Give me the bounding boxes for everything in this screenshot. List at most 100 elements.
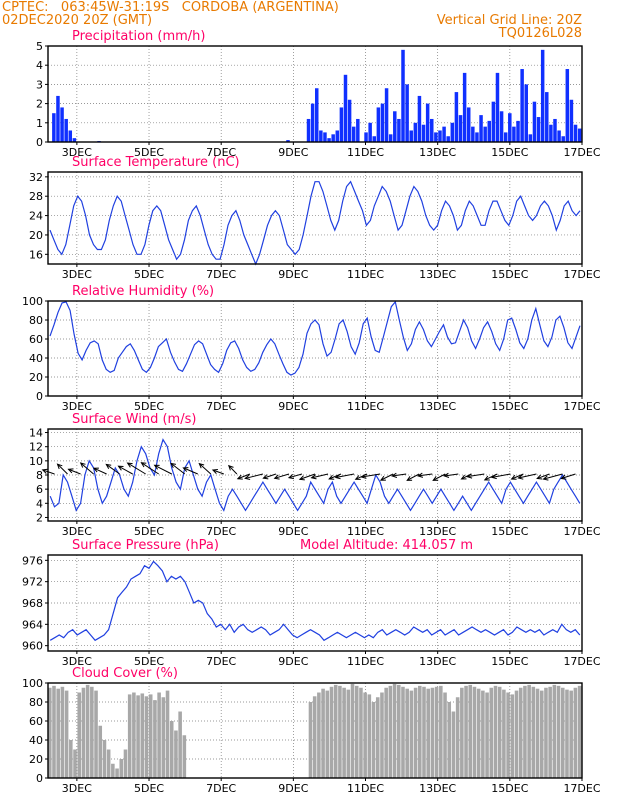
x-tick-label: 3DEC xyxy=(62,782,92,795)
wind-arrow xyxy=(288,473,303,479)
wind-arrow-head xyxy=(182,467,189,472)
precip-bar xyxy=(495,72,500,142)
x-tick-label: 7DEC xyxy=(206,400,236,413)
y-tick-label: 20 xyxy=(29,229,43,242)
wind-arrow xyxy=(299,473,316,480)
y-tick-label: 4 xyxy=(36,497,43,510)
rh-title: Relative Humidity (%) xyxy=(72,284,214,299)
cloud-bar xyxy=(502,689,506,778)
y-tick-label: 12 xyxy=(29,441,43,454)
y-tick-label: 100 xyxy=(22,677,43,690)
wind-arrow-head xyxy=(92,467,99,473)
precip-bar xyxy=(52,113,56,142)
wind-arrow-head xyxy=(126,462,133,468)
cloud-bar xyxy=(371,702,376,778)
rh-frame xyxy=(47,300,583,397)
pressure-annotation: Model Altitude: 414.057 m xyxy=(300,538,473,553)
cloud-bar xyxy=(312,696,317,778)
precip-bar xyxy=(364,132,368,142)
precip-bar xyxy=(569,99,574,142)
precip-bar xyxy=(376,107,381,142)
x-tick-label: 7DEC xyxy=(206,525,236,538)
y-tick-label: 20 xyxy=(29,753,43,766)
cloud-bar xyxy=(52,685,56,778)
precip-bar xyxy=(536,117,541,142)
cloud-bar xyxy=(338,685,342,778)
cloud-bar xyxy=(531,686,536,778)
wind-arrow-head xyxy=(354,475,361,480)
cloud-bar xyxy=(354,685,359,778)
header-date: 02DEC2020 20Z (GMT) xyxy=(2,13,153,28)
cloud-bar xyxy=(497,686,502,778)
wind-arrow xyxy=(511,473,524,480)
precip-bar xyxy=(68,130,73,142)
precip-bar xyxy=(458,115,463,142)
cloud-bar xyxy=(169,721,174,778)
precip-bar xyxy=(351,126,356,142)
cloud-bar xyxy=(430,687,435,778)
pressure-panel: Surface Pressure (hPa) Model Altitude: 41… xyxy=(22,538,601,668)
precip-bar xyxy=(499,111,504,142)
x-tick-label: 17DEC xyxy=(563,400,600,413)
precip-bar xyxy=(528,134,533,142)
y-tick-label: 968 xyxy=(22,597,43,610)
cloud-bar xyxy=(539,690,544,778)
precip-bar xyxy=(315,88,319,142)
precip-bar xyxy=(323,132,327,142)
precip-bar xyxy=(327,138,331,142)
precip-bar xyxy=(516,120,520,142)
precip-bar xyxy=(286,140,290,142)
cloud-bar xyxy=(60,686,65,778)
precip-bar xyxy=(540,49,545,143)
y-tick-label: 60 xyxy=(29,715,43,728)
cloud-bar xyxy=(401,686,405,778)
precip-bar xyxy=(397,118,401,142)
precip-bar xyxy=(335,130,340,142)
wind-arrow-head xyxy=(244,474,251,480)
cloud-bar xyxy=(123,749,128,778)
cloud-bar xyxy=(418,685,422,778)
cloud-bar xyxy=(350,683,355,778)
wind-arrow xyxy=(68,468,81,475)
pressure-frame xyxy=(47,554,583,652)
y-tick-label: 3 xyxy=(36,78,43,91)
cloud-bar xyxy=(308,702,313,778)
precip-bar xyxy=(549,124,553,142)
wind-arrow xyxy=(80,462,94,475)
cloud-bar xyxy=(384,687,388,778)
x-tick-label: 15DEC xyxy=(491,146,528,159)
cloud-bar xyxy=(342,687,346,778)
x-tick-label: 17DEC xyxy=(563,525,600,538)
y-tick-label: 2 xyxy=(36,98,43,111)
cloud-bar xyxy=(77,692,82,778)
wind-arrow-head xyxy=(510,474,517,480)
x-tick-label: 11DEC xyxy=(347,655,384,668)
cloud-bar xyxy=(174,730,178,778)
precip-bar xyxy=(343,74,348,142)
precip-bar xyxy=(347,99,352,142)
cloud-bar xyxy=(153,700,157,778)
wind-arrow-head xyxy=(198,462,205,469)
precip-bar xyxy=(60,107,64,142)
wind-arrow xyxy=(380,473,394,481)
x-tick-label: 15DEC xyxy=(491,525,528,538)
x-tick-label: 11DEC xyxy=(347,782,384,795)
wind-arrow-head xyxy=(67,468,74,474)
cloud-bar xyxy=(157,692,161,778)
precip-panel: Precipitation (mm/h) 3DEC 5DEC 7DEC 9DEC 11DE… xyxy=(36,29,601,159)
cloud-bar xyxy=(506,692,510,778)
cloud-bar xyxy=(333,684,338,778)
cloud-bar xyxy=(81,687,86,778)
wind-arrow xyxy=(418,473,433,477)
wind-arrow-head xyxy=(536,474,543,480)
wind-arrow-head xyxy=(466,473,473,479)
cloud-bar xyxy=(514,690,519,778)
wind-arrow-head xyxy=(379,475,386,481)
wind-arrow xyxy=(537,473,550,480)
cloud-panel: Cloud Cover (%) 3DEC 5DEC 7DEC 9DEC 11DEC 13DE… xyxy=(22,666,601,795)
y-tick-label: 8 xyxy=(36,469,43,482)
cloud-bar xyxy=(392,683,397,778)
wind-arrow-head xyxy=(41,468,48,474)
cloud-bar xyxy=(48,687,52,778)
wind-title: Surface Wind (m/s) xyxy=(72,412,196,427)
